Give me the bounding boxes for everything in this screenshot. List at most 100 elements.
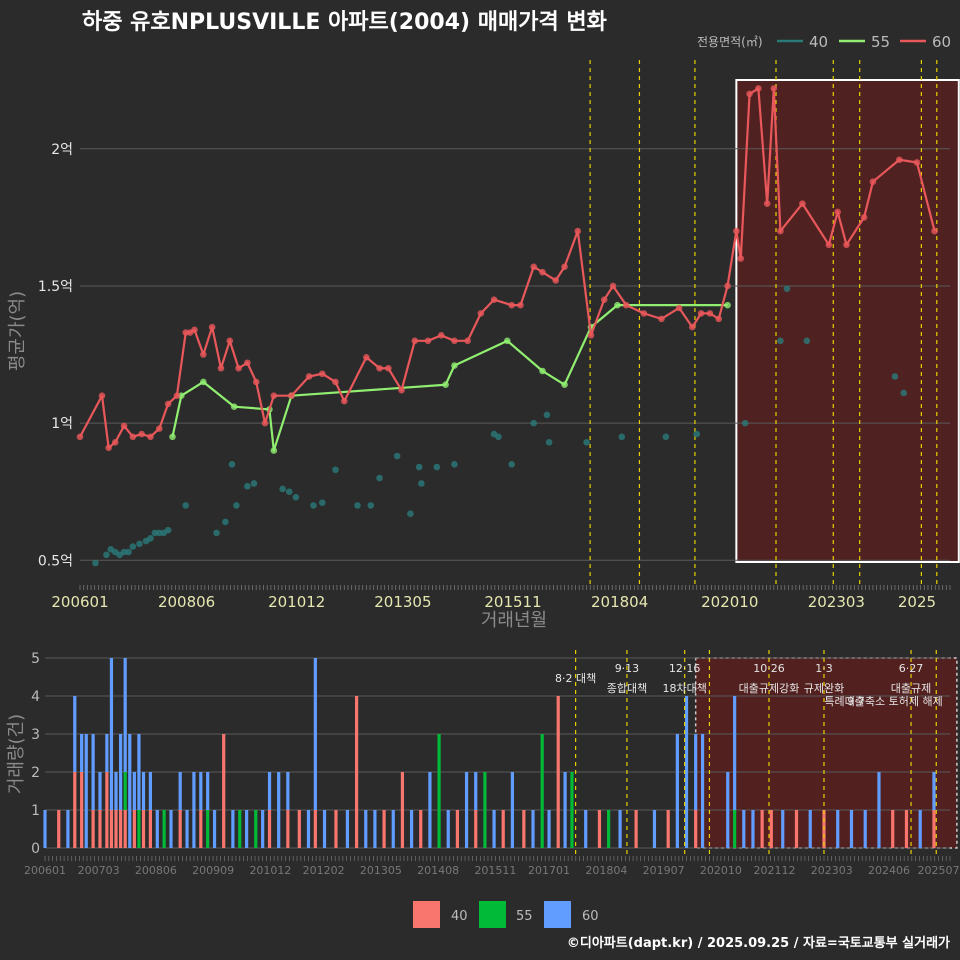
volume-bar-60 [123,658,127,772]
point-60 [217,364,225,372]
point-40 [741,419,749,427]
volume-bar-60 [212,810,217,848]
volume-bar-60 [43,810,47,848]
volume-bar-60 [313,658,317,810]
point-60 [869,178,877,185]
annotation-line1: 1·3 [815,662,833,675]
volume-policy-lines [575,650,937,856]
volume-bar-60 [863,810,867,848]
point-60 [600,296,608,303]
volume-bar-55 [437,734,441,848]
point-40 [777,337,784,345]
volume-bar-55 [137,810,141,848]
point-60 [508,301,515,309]
point-60 [574,227,582,235]
volume-bar-60 [751,810,755,848]
volume-bar-40 [354,696,359,848]
volume-bar-40 [474,810,478,848]
point-40 [129,543,137,550]
volume-bar-60 [373,810,377,848]
volume-bar-60 [409,810,414,848]
volume-bar-60 [84,734,88,848]
credit-text: ©디아파트(dapt.kr) / 2025.09.25 / 자료=국토교통부 실… [567,935,950,951]
point-60 [755,85,762,92]
price-series [76,85,938,567]
volume-bar-40 [57,810,61,848]
volume-bar-40 [666,810,670,848]
point-60 [860,214,868,221]
point-40 [125,548,132,556]
point-60 [464,337,471,345]
point-60 [200,351,207,358]
point-55 [724,301,731,309]
point-60 [834,208,841,216]
volume-bar-40 [760,810,764,848]
volume-bar-60 [119,734,123,810]
point-40 [103,551,110,559]
bottom-legend-label-55: 55 [516,909,533,924]
annotation-line2: 종합대책 [607,682,647,695]
volume-bar-60 [391,810,395,848]
point-40 [451,460,458,468]
legend-label-60: 60 [932,33,951,51]
volume-bar-60 [277,772,281,848]
point-60 [724,282,731,290]
volume-bar-60 [345,810,350,848]
volume-bar-60 [547,810,551,848]
y-tick-label: 0.5억 [38,553,73,569]
point-60 [530,263,538,271]
volume-bar-60 [105,734,109,772]
volume-highlight-region [694,657,958,849]
point-40 [279,485,286,493]
point-55 [169,433,176,441]
volume-bar-40 [794,810,799,848]
volume-bar-60 [231,810,235,848]
policy-annotations: 8·2 대책 9·13 종합대책 12·16 18차대책 10·26 대출규제강화 1·3 규제… [555,662,943,708]
volume-bar-60 [148,772,152,810]
point-60 [332,378,339,386]
point-60 [138,430,145,438]
volume-bar-60 [206,772,210,810]
volume-bar-40 [932,810,936,848]
volume-x-tick-label: 201907 [643,864,685,877]
point-60 [689,323,696,331]
bottom-legend-label-60: 60 [582,909,599,924]
point-60 [147,433,154,441]
point-60 [913,159,921,166]
point-40 [495,433,502,441]
volume-bar-60 [877,772,881,848]
point-60 [76,433,84,441]
volume-x-tick-label: 201202 [303,864,345,877]
point-60 [658,315,665,323]
volume-bar-40 [904,810,909,848]
volume-bar-60 [563,772,567,848]
y-tick-label: 2억 [51,142,73,158]
volume-bar-60 [192,772,196,848]
x-tick-label: 202303 [808,593,865,611]
volume-bar-55 [206,810,210,848]
annotation-line1: 8·2 대책 [555,672,596,685]
point-55 [270,447,278,454]
volume-bar-40 [891,810,895,848]
volume-y-tick-label: 3 [31,727,40,743]
volume-bar-60 [742,810,746,848]
point-40 [418,480,425,487]
point-40 [136,540,143,548]
volume-bar-40 [556,696,560,848]
volume-x-tick-label: 200703 [78,864,120,877]
annotation-line1: 9·13 [615,662,640,675]
point-55 [539,367,546,375]
volume-x-tick-label: 201305 [360,864,402,877]
point-60 [226,337,234,345]
point-40 [147,535,154,542]
x-tick-label: 200806 [158,593,215,611]
point-40 [182,502,190,509]
volume-bar-60 [128,734,132,848]
volume-x-tick-label: 200601 [24,864,66,877]
point-60 [746,90,753,98]
volume-x-tick-label: 201012 [249,864,291,877]
point-40 [222,518,229,526]
volume-bar-60 [185,810,189,848]
volume-bar-60 [267,772,272,810]
point-40 [530,419,538,427]
